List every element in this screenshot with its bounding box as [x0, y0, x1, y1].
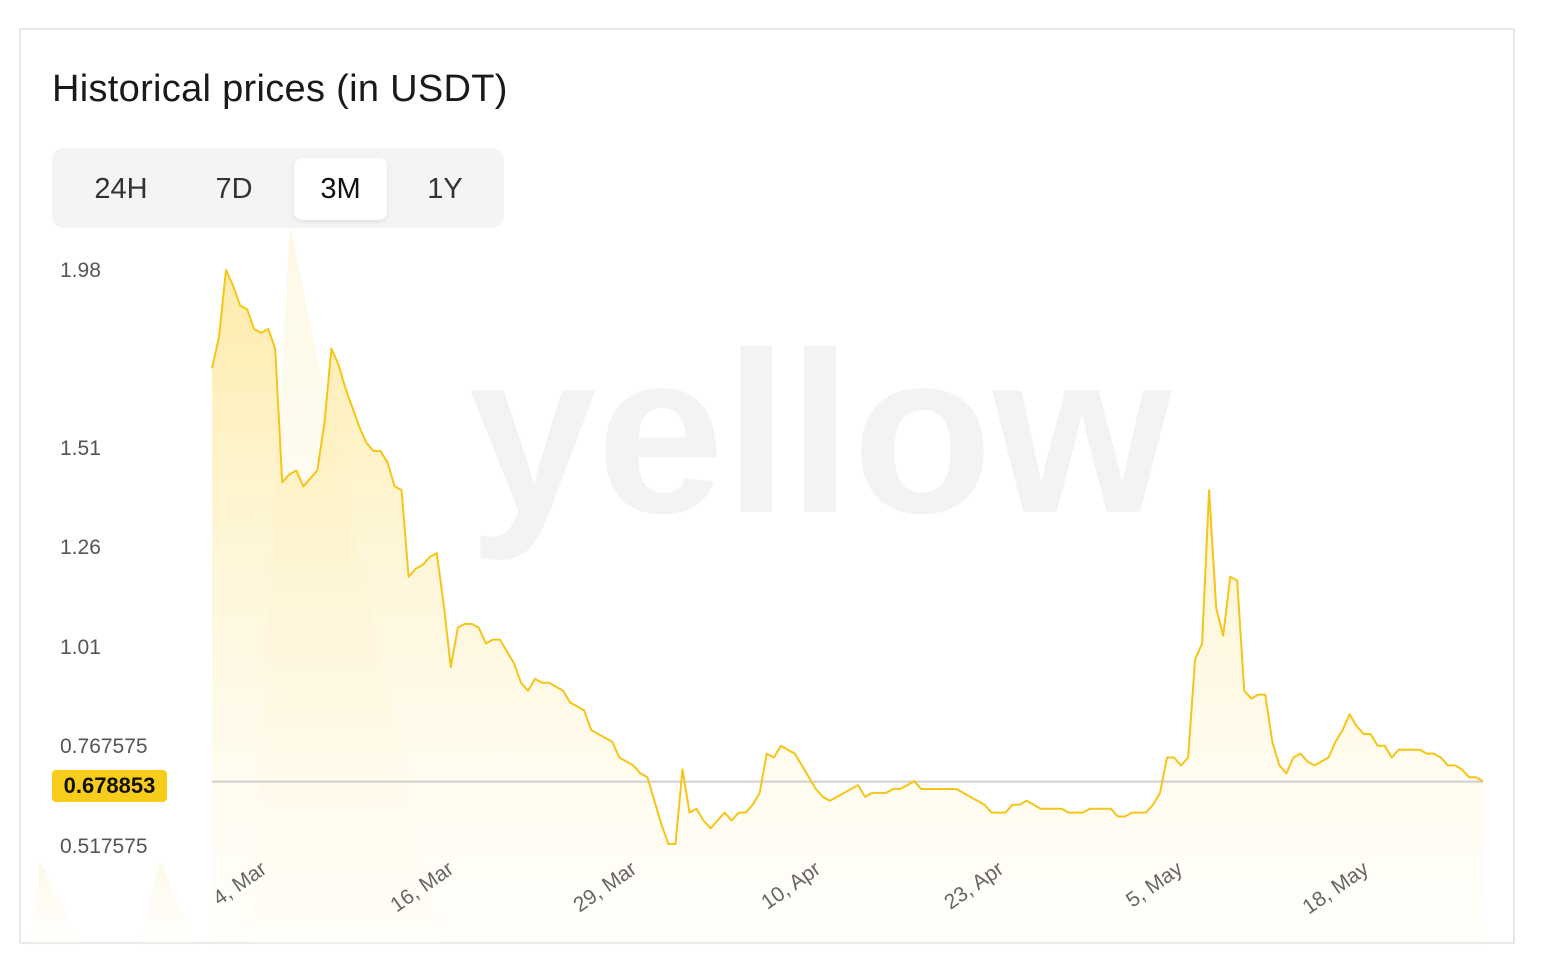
tab-7d[interactable]: 7D: [215, 173, 253, 205]
watermark-logo: yellow: [468, 304, 1172, 561]
y-tick-label: 1.26: [60, 536, 101, 559]
decorative-wedge: [140, 860, 195, 945]
decorative-wedge: [30, 860, 80, 945]
tab-3m[interactable]: 3M: [294, 158, 387, 220]
series-line: [211, 269, 1484, 845]
y-tick-label: 1.98: [60, 259, 101, 282]
tab-1y[interactable]: 1Y: [427, 173, 463, 205]
series-area: [212, 270, 1483, 945]
range-tabs: 24H 7D 3M 1Y: [52, 148, 504, 228]
chart-title: Historical prices (in USDT): [52, 68, 508, 110]
y-tick-label: 0.517575: [60, 835, 148, 858]
tab-24h[interactable]: 24H: [94, 173, 148, 205]
current-price-badge: 0.678853: [52, 770, 167, 802]
y-tick-label: 1.01: [60, 636, 101, 659]
y-tick-label: 1.51: [60, 437, 101, 460]
y-tick-label: 0.767575: [60, 735, 148, 758]
